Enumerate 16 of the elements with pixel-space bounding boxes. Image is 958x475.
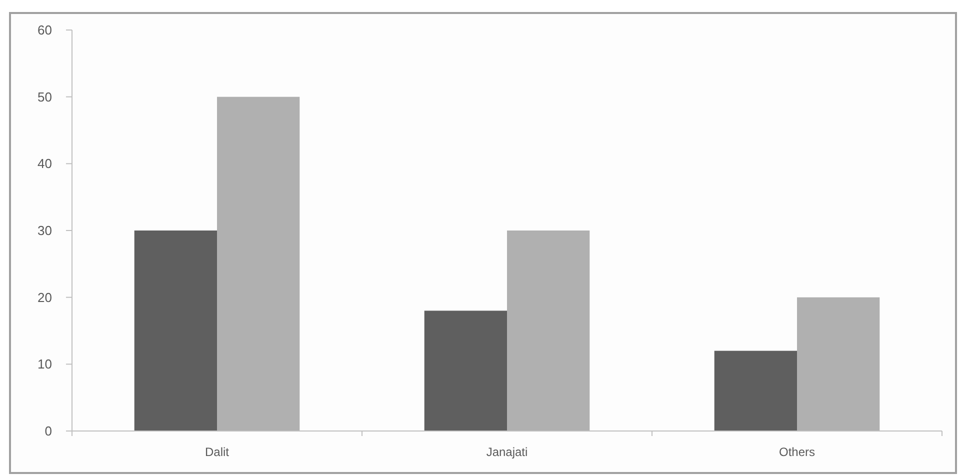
bar [714,350,797,431]
bar [217,96,300,431]
y-tick-label: 30 [38,223,52,238]
x-tick-label: Janajati [486,445,528,459]
y-tick-label: 20 [38,290,52,305]
x-tick-label: Others [778,445,816,459]
bar [797,297,880,431]
y-tick-label: 60 [38,22,52,38]
y-tick-label: 0 [44,424,52,439]
y-tick-label: 50 [38,89,52,104]
y-tick-label: 10 [38,356,52,372]
bar [507,230,590,431]
y-tick-label: 40 [38,156,52,172]
bar [134,230,217,431]
bar [424,310,507,431]
x-tick-label: Dalit [204,445,230,459]
